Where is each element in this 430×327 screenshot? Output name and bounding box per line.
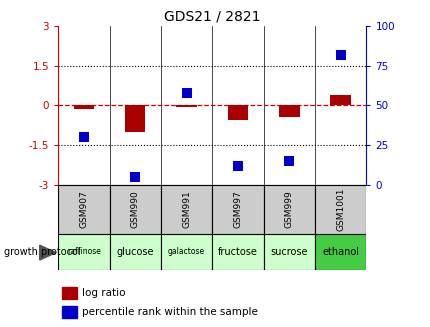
Text: galactose: galactose [168,247,205,256]
Text: raffinose: raffinose [67,247,101,256]
Text: sucrose: sucrose [270,247,307,257]
Bar [227,105,248,120]
Bar [212,185,263,234]
Text: growth protocol: growth protocol [4,248,81,257]
Text: GSM1001: GSM1001 [335,187,344,231]
Bar [314,185,366,234]
Point [132,174,138,180]
Bar [263,234,314,270]
Text: GSM999: GSM999 [284,190,293,228]
Text: glucose: glucose [116,247,154,257]
Text: GSM990: GSM990 [130,190,139,228]
Bar [62,287,77,299]
Bar [314,234,366,270]
Text: ethanol: ethanol [321,247,358,257]
Bar [109,234,160,270]
Bar [109,185,160,234]
Point [234,163,241,168]
Text: percentile rank within the sample: percentile rank within the sample [82,307,257,317]
Bar [263,185,314,234]
Bar [278,105,299,117]
Bar [160,185,212,234]
Point [336,52,343,57]
Text: GSM991: GSM991 [181,190,190,228]
Bar [74,105,94,110]
Bar [212,234,263,270]
Bar [58,234,109,270]
Point [183,90,190,95]
Polygon shape [40,245,56,260]
Title: GDS21 / 2821: GDS21 / 2821 [164,9,260,24]
Text: fructose: fructose [218,247,257,257]
Bar [58,185,109,234]
Text: GSM997: GSM997 [233,190,242,228]
Bar [330,95,350,105]
Bar [62,306,77,318]
Point [80,135,87,140]
Point [285,158,292,164]
Bar [125,105,145,132]
Text: log ratio: log ratio [82,288,125,298]
Bar [160,234,212,270]
Text: GSM907: GSM907 [79,190,88,228]
Bar [176,105,197,107]
